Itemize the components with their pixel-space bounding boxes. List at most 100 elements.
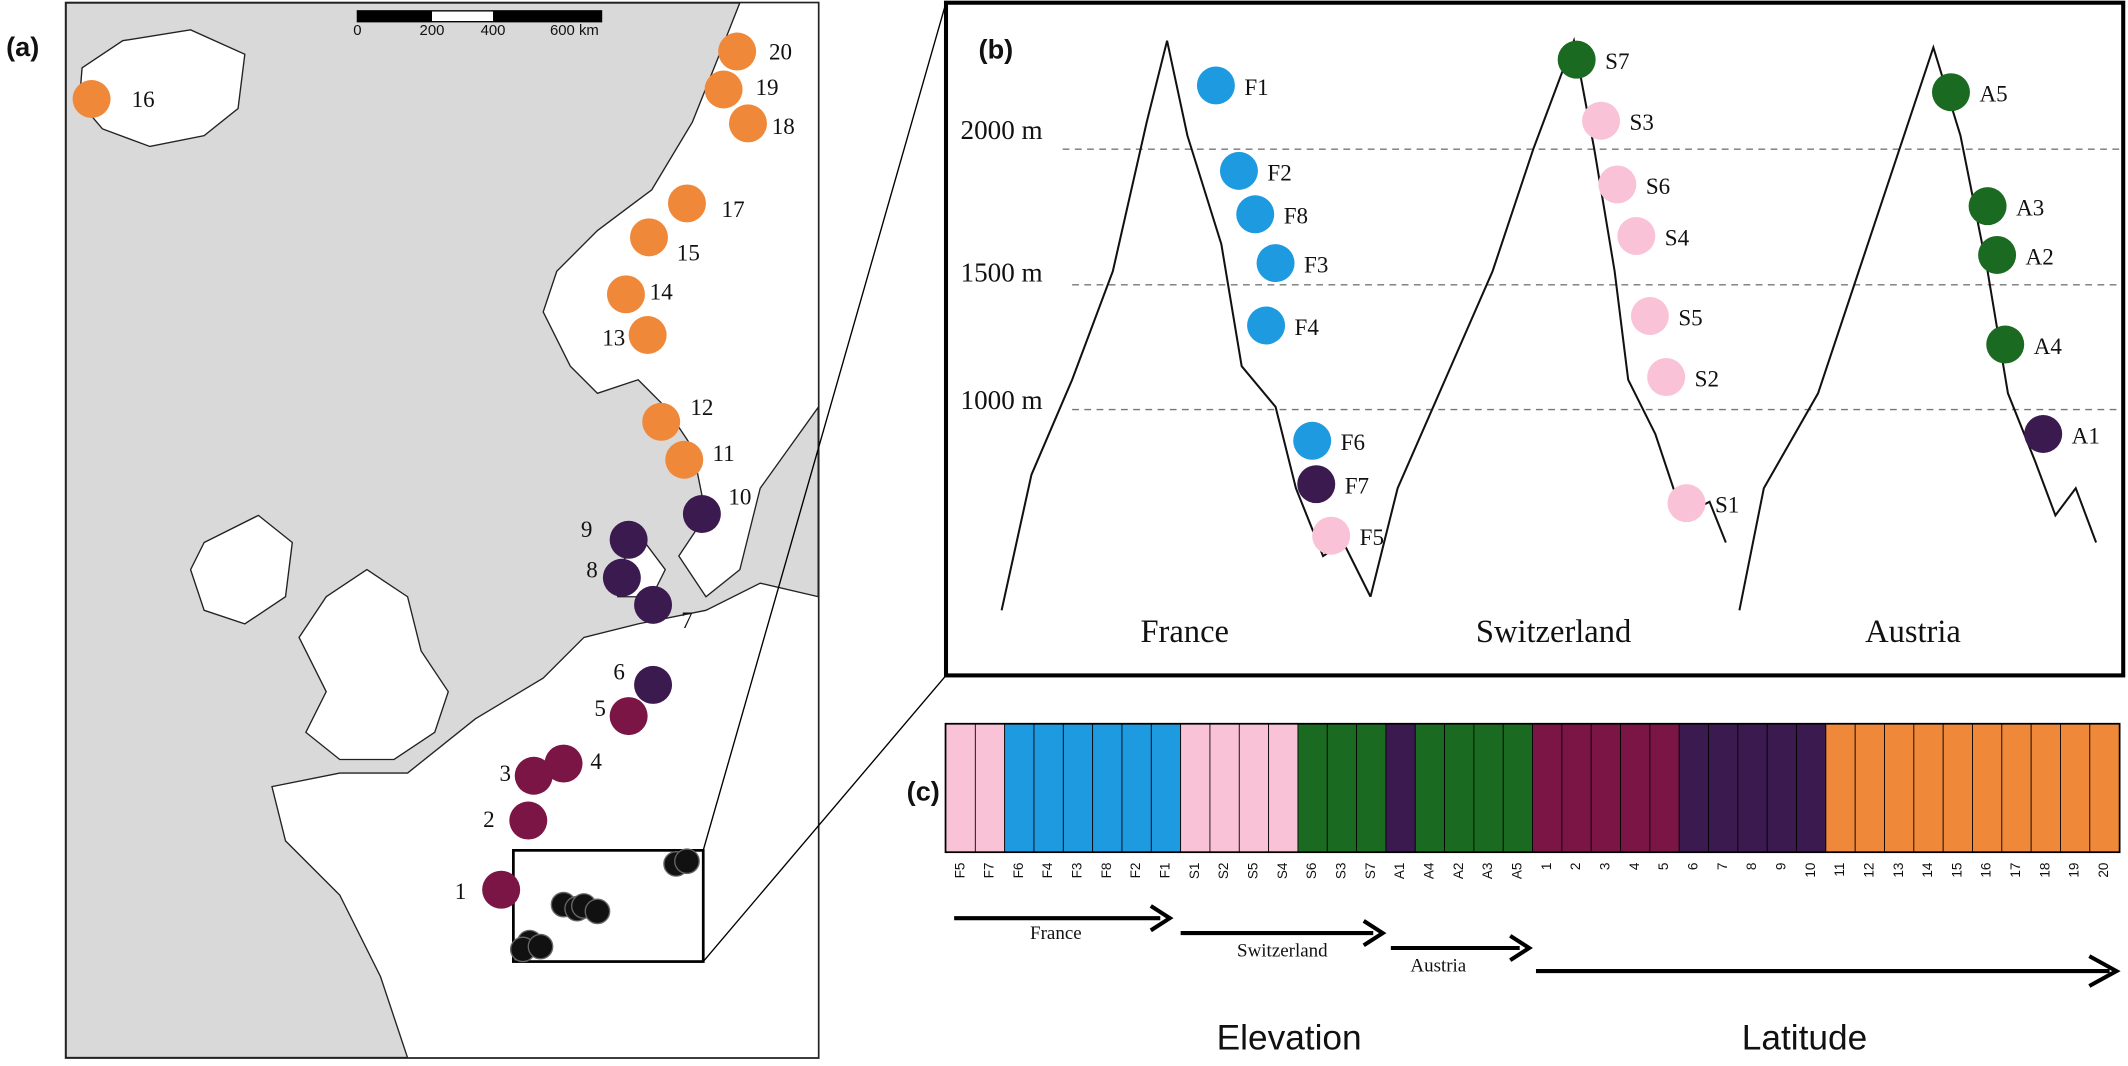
- population-label: A3: [1480, 863, 1495, 880]
- site-label: S3: [1630, 109, 1654, 135]
- site-label: 4: [590, 748, 602, 774]
- site-pie: [606, 275, 645, 314]
- site-label: F1: [1244, 74, 1268, 100]
- population-label: F3: [1070, 863, 1085, 879]
- panel-label: (a): [6, 31, 39, 62]
- structure-column: [1678, 723, 1709, 853]
- site-pie: [544, 744, 583, 783]
- structure-column: [1209, 723, 1240, 853]
- site-pie: [1557, 40, 1596, 79]
- site-pie: [1598, 165, 1637, 204]
- site-marker: [527, 933, 554, 960]
- country-label: Austria: [1865, 614, 1961, 650]
- structure-column: [1796, 723, 1827, 853]
- structure-column: [1326, 723, 1358, 853]
- site-pie: [602, 558, 641, 597]
- site-pie: [704, 70, 743, 109]
- site-pie: [1196, 66, 1235, 105]
- elevation-label: 1000 m: [961, 385, 1043, 415]
- structure-column: [2030, 723, 2061, 853]
- structure-column: [1444, 723, 1475, 853]
- inset-box: [512, 849, 705, 963]
- site-pie: [1256, 244, 1295, 283]
- site-label: 5: [594, 695, 606, 721]
- structure-column: [1356, 723, 1387, 853]
- site-label: 14: [650, 279, 674, 305]
- structure-column: [2060, 723, 2091, 853]
- structure-column: [1913, 723, 1944, 853]
- site-pie: [665, 440, 704, 479]
- inset-line: [702, 2, 947, 851]
- site-label: 2: [483, 806, 495, 832]
- site-label: 16: [132, 86, 155, 112]
- population-label: 17: [2008, 863, 2023, 878]
- site-label: 15: [677, 239, 700, 265]
- site-pie: [1297, 465, 1336, 504]
- site-pie: [1247, 306, 1286, 345]
- population-label: S4: [1275, 862, 1290, 879]
- site-label: 12: [690, 394, 713, 420]
- elevation-lines: [1062, 148, 2120, 411]
- site-pie: [514, 756, 553, 795]
- site-pie: [642, 402, 681, 441]
- panel-label: (c): [907, 776, 940, 807]
- structure-column: [2001, 723, 2032, 853]
- population-label: F4: [1040, 862, 1055, 878]
- site-pie: [1931, 73, 1970, 112]
- site-pie: [682, 495, 721, 533]
- structure-column: [1385, 723, 1416, 853]
- site-pie: [634, 585, 673, 624]
- site-pie: [1293, 421, 1332, 460]
- structure-column: [1092, 723, 1123, 853]
- population-label: 12: [1861, 863, 1876, 878]
- structure-column: [1825, 723, 1856, 853]
- site-pie: [630, 218, 668, 257]
- site-label: F4: [1295, 314, 1320, 340]
- site-label: 20: [769, 39, 792, 65]
- scale-label: 200: [420, 23, 445, 39]
- gradient-label: Latitude: [1742, 1019, 1867, 1058]
- population-label: F2: [1128, 863, 1143, 879]
- structure-column: [1708, 723, 1739, 853]
- site-marker: [674, 848, 700, 875]
- site-pie: [609, 520, 648, 559]
- site-pie: [1236, 195, 1275, 234]
- site-pie: [1667, 484, 1706, 523]
- site-label: F3: [1304, 251, 1328, 277]
- structure-column: [1942, 723, 1973, 853]
- site-pie: [72, 80, 111, 118]
- structure-column: [1620, 723, 1651, 853]
- population-label: 2: [1568, 863, 1583, 871]
- structure-column: [1649, 723, 1680, 853]
- scale-label: 400: [481, 23, 506, 39]
- structure-column: [1268, 723, 1299, 853]
- site-pie: [1630, 297, 1669, 335]
- site-label: S5: [1678, 304, 1702, 330]
- population-label: S1: [1187, 863, 1202, 880]
- site-label: 6: [613, 658, 625, 684]
- site-pie: [634, 665, 673, 704]
- site-label: S2: [1695, 365, 1719, 391]
- site-label: 10: [728, 483, 751, 509]
- population-label: S7: [1363, 863, 1378, 880]
- population-label: 18: [2037, 863, 2052, 878]
- site-label: 1: [455, 878, 467, 904]
- population-label: F5: [952, 863, 967, 879]
- site-pie: [2024, 415, 2063, 453]
- population-label: S2: [1216, 863, 1231, 880]
- site-label: 11: [712, 440, 734, 466]
- population-label: 1: [1539, 863, 1554, 871]
- site-pie: [718, 32, 757, 71]
- structure-column: [945, 723, 976, 853]
- country-label: Switzerland: [1476, 614, 1631, 650]
- scale-bar: [493, 10, 602, 22]
- site-label: F6: [1341, 429, 1365, 455]
- panel-label: (b): [979, 34, 1014, 65]
- site-label: 13: [602, 325, 625, 351]
- direction-arrows: [954, 904, 2121, 988]
- elevation-label: 2000 m: [961, 115, 1043, 145]
- population-label: 9: [1773, 863, 1788, 871]
- structure-column: [1473, 723, 1504, 853]
- population-label: F8: [1099, 863, 1114, 879]
- population-label: S5: [1246, 863, 1261, 880]
